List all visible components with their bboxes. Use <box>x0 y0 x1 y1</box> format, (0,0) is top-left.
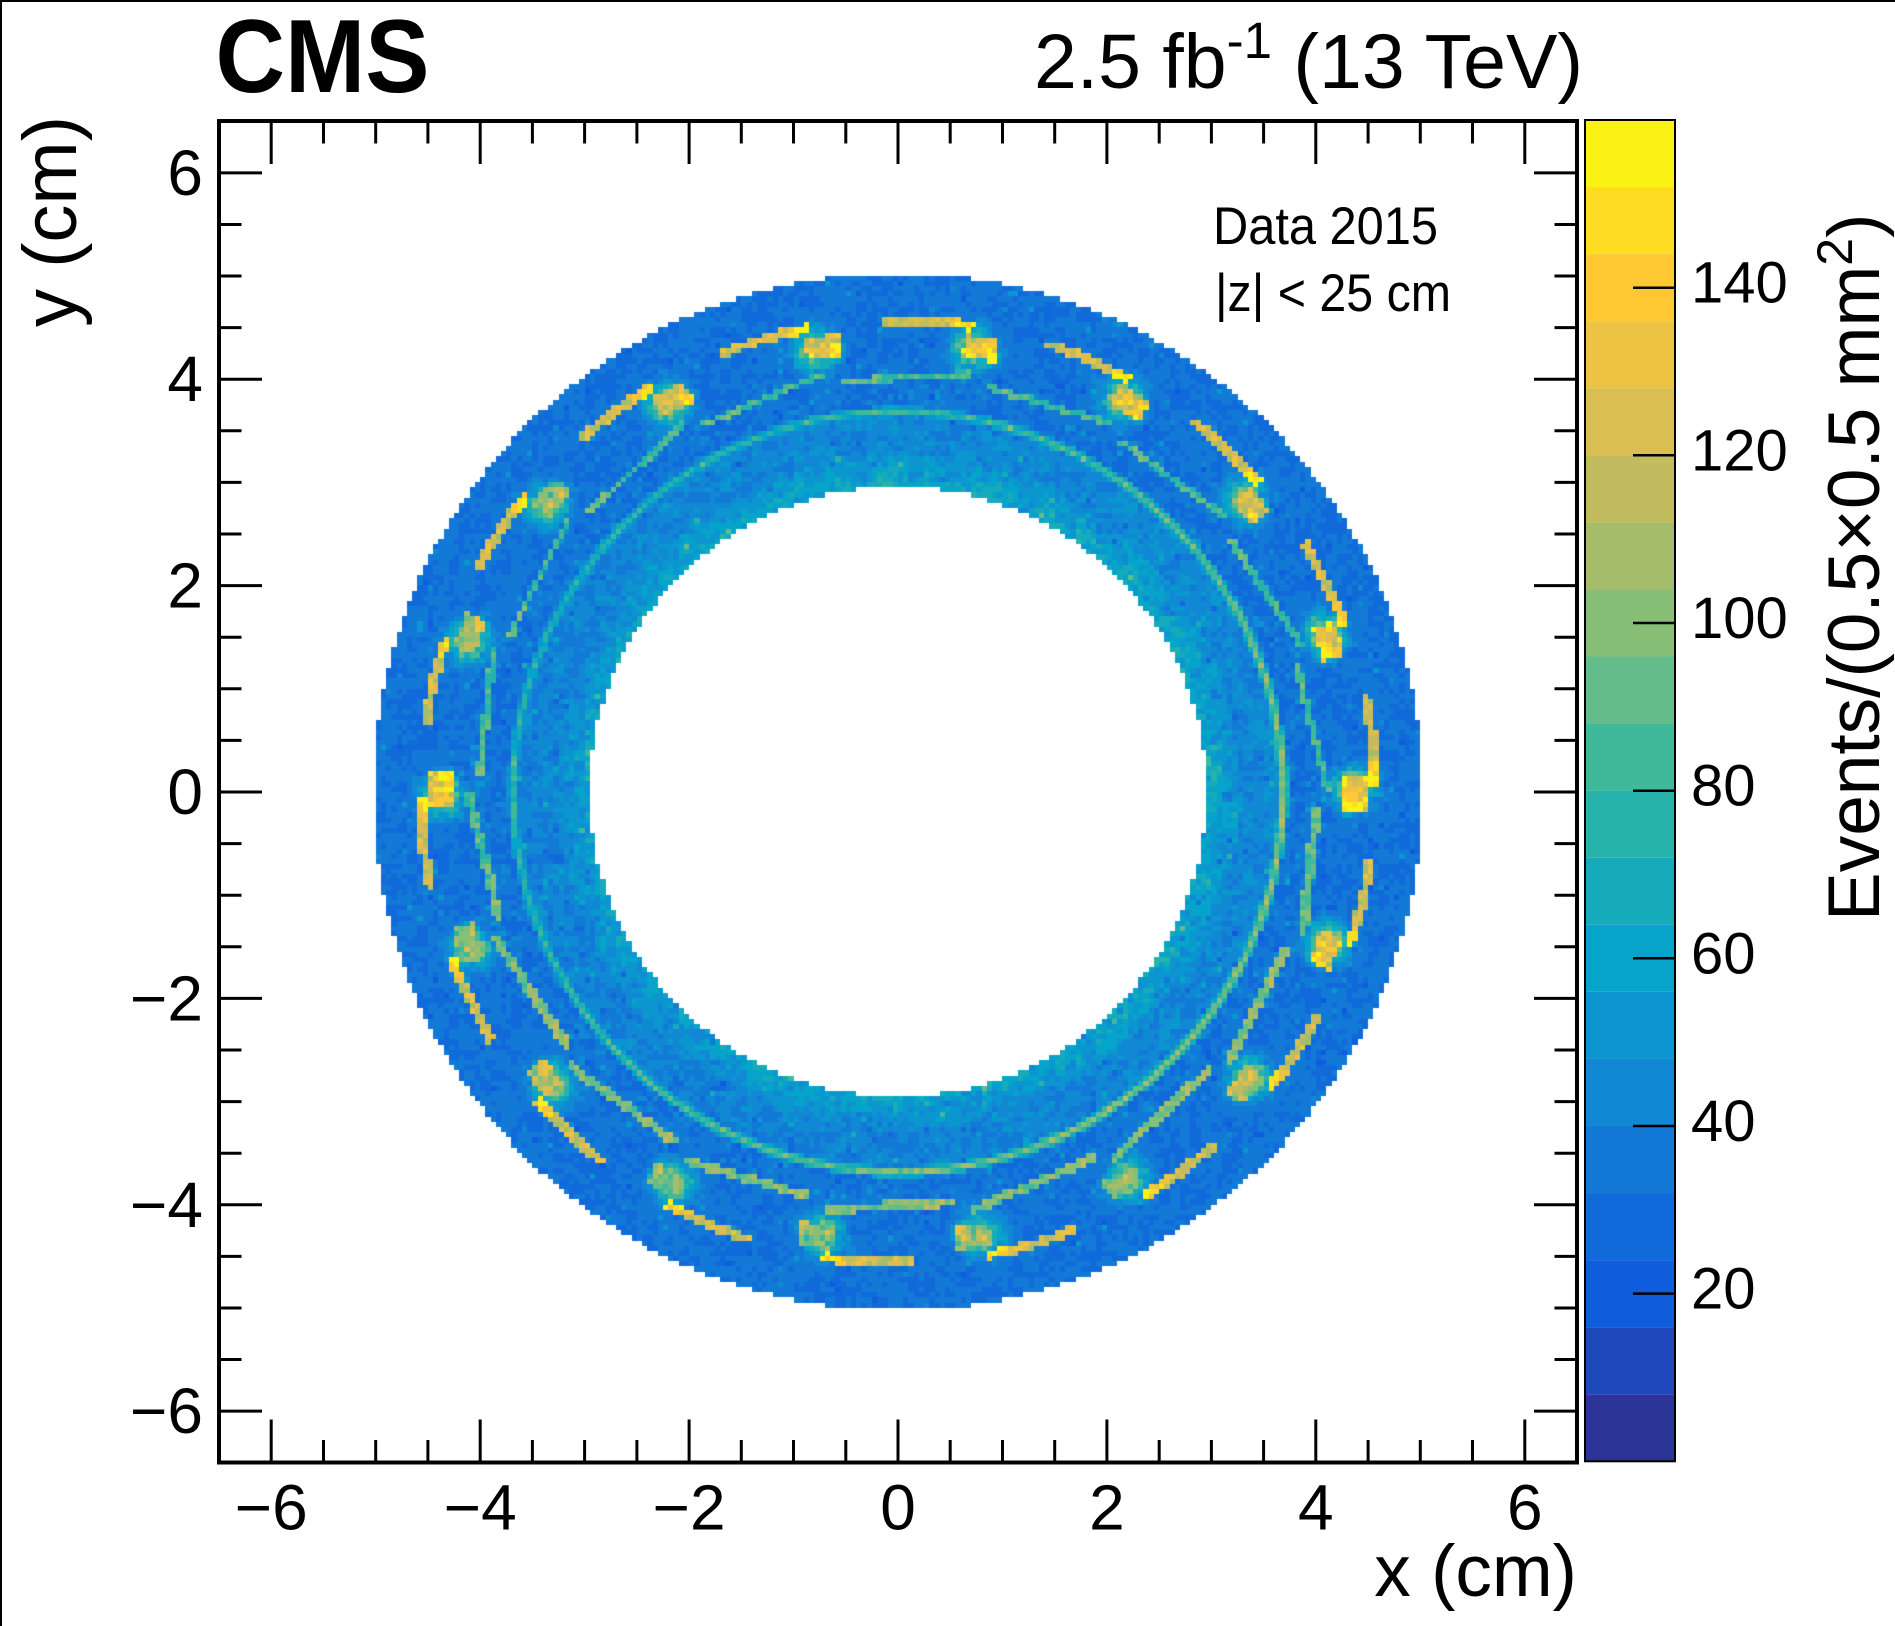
svg-text:80: 80 <box>1691 754 1756 819</box>
svg-text:2: 2 <box>1089 1472 1125 1544</box>
svg-text:−6: −6 <box>235 1472 308 1544</box>
svg-text:CMS: CMS <box>216 0 430 115</box>
svg-text:0: 0 <box>167 756 203 828</box>
svg-text:6: 6 <box>1507 1472 1543 1544</box>
svg-text:2.5 fb-1 (13 TeV): 2.5 fb-1 (13 TeV) <box>1034 12 1583 105</box>
svg-text:2: 2 <box>167 550 203 622</box>
svg-text:120: 120 <box>1691 418 1788 483</box>
svg-text:20: 20 <box>1691 1257 1756 1322</box>
svg-text:−4: −4 <box>444 1472 517 1544</box>
svg-text:|z| < 25 cm: |z| < 25 cm <box>1215 264 1451 323</box>
svg-text:−6: −6 <box>130 1375 203 1447</box>
svg-text:4: 4 <box>1298 1472 1334 1544</box>
svg-text:y (cm): y (cm) <box>8 116 93 327</box>
svg-text:−4: −4 <box>130 1169 203 1241</box>
svg-text:40: 40 <box>1691 1089 1756 1154</box>
svg-text:0: 0 <box>880 1472 916 1544</box>
svg-text:−2: −2 <box>130 962 203 1034</box>
svg-text:60: 60 <box>1691 921 1756 986</box>
svg-text:140: 140 <box>1691 251 1788 316</box>
svg-text:x (cm): x (cm) <box>1374 1531 1577 1612</box>
svg-text:−2: −2 <box>653 1472 726 1544</box>
svg-text:100: 100 <box>1691 586 1788 651</box>
svg-text:6: 6 <box>167 137 203 209</box>
svg-text:4: 4 <box>167 343 203 415</box>
svg-text:Data 2015: Data 2015 <box>1213 197 1438 256</box>
svg-text:Events/(0.5×0.5 mm2): Events/(0.5×0.5 mm2) <box>1807 214 1895 921</box>
